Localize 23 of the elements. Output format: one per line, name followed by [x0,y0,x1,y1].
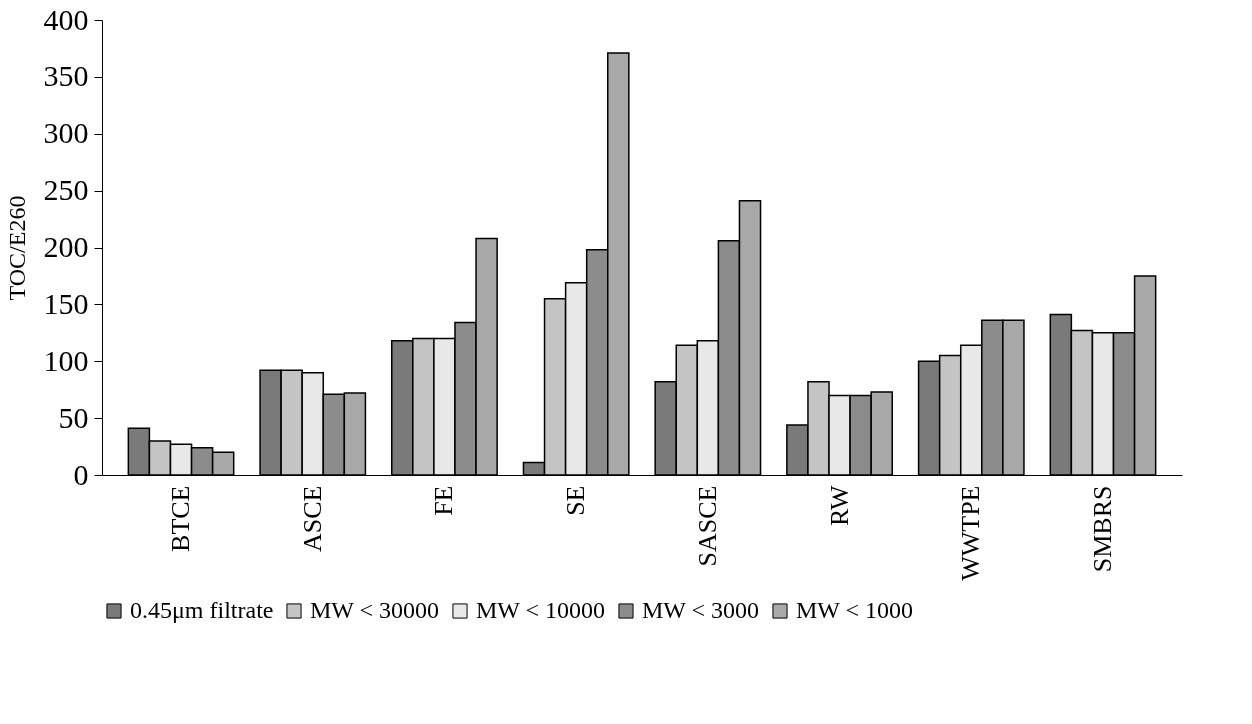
y-tick-label: 300 [43,116,89,150]
x-tick-label: FE [429,485,459,516]
y-tick-label: 50 [58,400,89,434]
y-tick-label: 400 [43,2,89,36]
y-tick-label: 250 [43,173,89,207]
x-tick-label: SMBRS [1087,485,1117,573]
x-tick-label: RW [824,485,854,526]
x-tick-label: SASCE [692,485,722,567]
y-tick-label: 200 [43,230,89,263]
x-tick-label: ASCE [297,485,327,552]
y-axis-title: TOC/E260 [3,195,30,301]
x-tick-label: BTCE [166,485,196,552]
legend-label: MW < 1000 [796,597,914,623]
x-tick-label: WWTPE [956,485,986,581]
y-tick-label: 0 [73,457,89,491]
y-tick-label: 150 [43,286,89,320]
legend-label: 0.45μm filtrate [130,597,274,623]
x-tick-label: SE [561,485,591,516]
legend-label: MW < 10000 [476,597,606,623]
legend-label: MW < 30000 [310,597,440,623]
legend-label: MW < 3000 [642,597,760,623]
y-tick-label: 100 [43,343,89,377]
y-tick-label: 350 [43,59,89,93]
